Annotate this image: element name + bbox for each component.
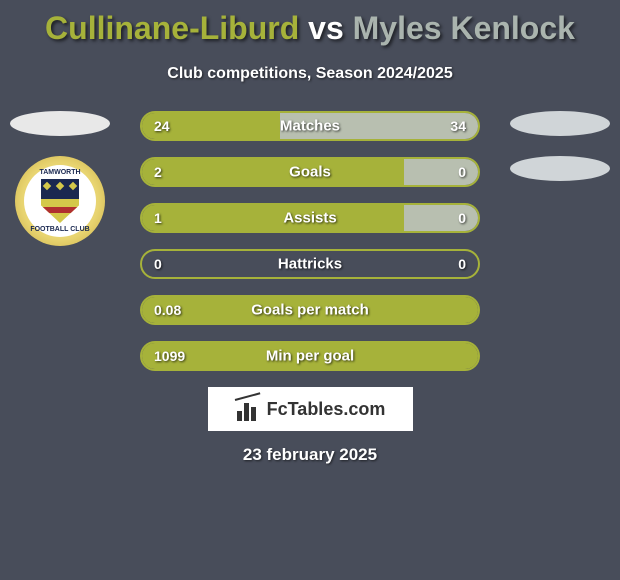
player2-placeholder-2	[510, 156, 610, 181]
bar-value-right: 0	[458, 210, 466, 226]
bar-value-left: 24	[154, 118, 170, 134]
crest-text-top: TAMWORTH	[39, 169, 80, 176]
bar-fill-left	[142, 159, 404, 185]
club-crest: TAMWORTH FOOTBALL CLUB	[15, 156, 105, 246]
vs-label: vs	[308, 10, 344, 46]
bar-value-left: 0.08	[154, 302, 181, 318]
bar-value-left: 2	[154, 164, 162, 180]
player2-placeholder-1	[510, 111, 610, 136]
bar-value-right: 0	[458, 164, 466, 180]
footer-brand: FcTables.com	[208, 387, 413, 431]
stat-bar-row: Goals 2 0	[140, 157, 480, 187]
bar-label: Goals	[289, 164, 331, 181]
bar-label: Assists	[283, 210, 336, 227]
fctables-icon	[235, 397, 263, 421]
bar-label: Goals per match	[251, 302, 369, 319]
bar-value-left: 0	[154, 256, 162, 272]
player1-placeholder	[10, 111, 110, 136]
player2-side	[510, 111, 610, 201]
player1-name: Cullinane-Liburd	[45, 10, 299, 46]
player1-side: TAMWORTH FOOTBALL CLUB	[10, 111, 110, 246]
page-title: Cullinane-Liburd vs Myles Kenlock	[0, 10, 620, 47]
bar-label: Matches	[280, 118, 340, 135]
bar-label: Hattricks	[278, 256, 342, 273]
bar-fill-left	[142, 205, 404, 231]
bar-value-right: 0	[458, 256, 466, 272]
comparison-card: Cullinane-Liburd vs Myles Kenlock Club c…	[0, 0, 620, 475]
stat-bar-row: Min per goal 1099	[140, 341, 480, 371]
date-label: 23 february 2025	[0, 445, 620, 465]
player2-name: Myles Kenlock	[353, 10, 575, 46]
stat-bars: Matches2434Goals20Assists10Hattricks00Go…	[140, 111, 480, 371]
shield-stripe	[41, 207, 79, 213]
bar-value-left: 1099	[154, 348, 185, 364]
stat-bar-row: Assists 1 0	[140, 203, 480, 233]
main-content: TAMWORTH FOOTBALL CLUB	[0, 111, 620, 371]
stat-bar-row: Matches 24 34	[140, 111, 480, 141]
subtitle: Club competitions, Season 2024/2025	[0, 65, 620, 83]
footer-brand-text: FcTables.com	[267, 399, 386, 420]
stat-bar-row: Hattricks 0 0	[140, 249, 480, 279]
bar-fill-right	[404, 205, 478, 231]
crest-inner: TAMWORTH FOOTBALL CLUB	[24, 165, 96, 237]
stat-bar-row: Goals per match 0.08	[140, 295, 480, 325]
crest-shield	[41, 179, 79, 223]
bar-label: Min per goal	[266, 348, 354, 365]
bar-value-right: 34	[450, 118, 466, 134]
crest-ring: TAMWORTH FOOTBALL CLUB	[15, 156, 105, 246]
shield-diamonds	[41, 183, 79, 189]
bar-value-left: 1	[154, 210, 162, 226]
bar-fill-right	[404, 159, 478, 185]
crest-text-bottom: FOOTBALL CLUB	[30, 226, 89, 233]
